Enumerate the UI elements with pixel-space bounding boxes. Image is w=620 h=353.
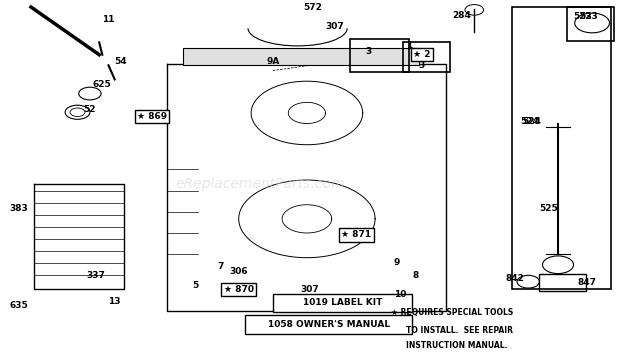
Text: 306: 306 [229, 267, 248, 276]
Text: 7: 7 [217, 262, 223, 271]
Bar [183, 48, 418, 65]
Bar [567, 7, 614, 41]
Text: 842: 842 [505, 274, 524, 283]
Text: 572: 572 [304, 2, 322, 12]
Text: 337: 337 [87, 271, 105, 280]
Text: INSTRUCTION MANUAL.: INSTRUCTION MANUAL. [406, 341, 508, 351]
Text: 1058 OWNER'S MANUAL: 1058 OWNER'S MANUAL [268, 320, 389, 329]
Text: 52: 52 [84, 105, 96, 114]
Text: 5: 5 [192, 281, 198, 291]
Text: ★ 871: ★ 871 [342, 230, 371, 239]
Text: ★ 2: ★ 2 [413, 50, 430, 59]
Text: 1: 1 [406, 41, 412, 50]
Text: 524: 524 [521, 117, 539, 126]
Text: 13: 13 [108, 297, 121, 306]
Text: ★ 870: ★ 870 [224, 285, 254, 294]
Text: eReplacementParts.com: eReplacementParts.com [175, 176, 345, 191]
Text: 523: 523 [580, 12, 598, 22]
Text: 523: 523 [574, 12, 592, 22]
Text: 847: 847 [578, 278, 596, 287]
Text: 284: 284 [453, 11, 471, 20]
Text: 8: 8 [412, 271, 418, 280]
Text: 3: 3 [418, 61, 425, 70]
Text: 525: 525 [539, 204, 558, 213]
Text: ★ REQUIRES SPECIAL TOOLS: ★ REQUIRES SPECIAL TOOLS [391, 308, 513, 317]
Text: 10: 10 [394, 290, 406, 299]
Text: 9A: 9A [266, 57, 280, 66]
Bar [350, 39, 409, 72]
Bar [403, 42, 450, 72]
Bar [512, 7, 611, 289]
Bar [539, 274, 586, 291]
Text: 54: 54 [115, 57, 127, 66]
Text: 1019 LABEL KIT: 1019 LABEL KIT [303, 298, 382, 307]
Text: 635: 635 [9, 301, 28, 310]
Text: 11: 11 [102, 15, 115, 24]
Text: 9: 9 [394, 258, 400, 268]
Text: 3: 3 [366, 47, 372, 56]
Text: ★ 869: ★ 869 [137, 112, 167, 121]
Bar [245, 315, 412, 334]
Text: 307: 307 [301, 285, 319, 294]
Text: 625: 625 [93, 80, 112, 89]
Bar [273, 294, 412, 312]
Text: 307: 307 [326, 22, 344, 31]
Text: 383: 383 [9, 204, 28, 213]
Text: TO INSTALL.  SEE REPAIR: TO INSTALL. SEE REPAIR [406, 325, 513, 335]
Text: 524: 524 [523, 117, 541, 126]
